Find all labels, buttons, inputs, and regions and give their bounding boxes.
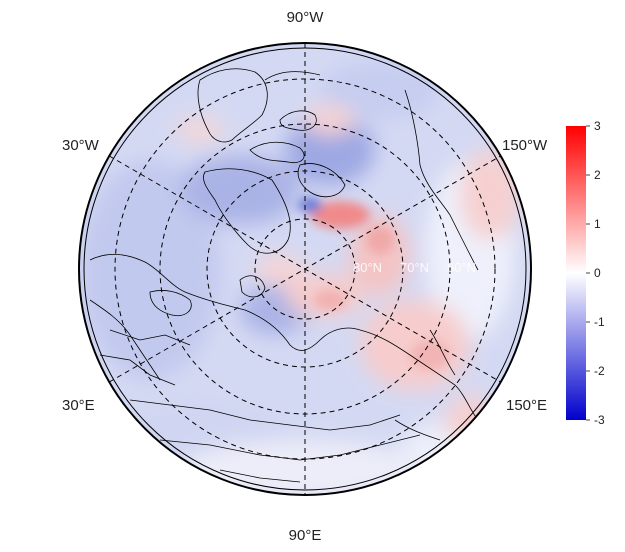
meridian-150 xyxy=(109,155,501,383)
colorbar-gradient xyxy=(566,126,586,420)
colorbar-ticks: 3 2 1 0 -1 -2 -3 xyxy=(586,119,605,427)
colorbar-tick-label: 1 xyxy=(594,217,601,231)
lon-label-bottom: 90°E xyxy=(289,527,322,544)
coastlines xyxy=(89,68,479,483)
lon-label-upper-left: 30°W xyxy=(62,137,100,154)
lat-label-70n: 70°N xyxy=(400,260,429,275)
lon-label-lower-left: 30°E xyxy=(62,397,95,414)
lat-label-80n: 80°N xyxy=(353,260,382,275)
colorbar: 3 2 1 0 -1 -2 -3 xyxy=(566,119,605,427)
map-boundary xyxy=(78,42,532,496)
colorbar-tick-label: 2 xyxy=(594,168,601,182)
colorbar-tick-label: -2 xyxy=(594,364,605,378)
colorbar-tick-label: -3 xyxy=(594,413,605,427)
map-inner-boundary xyxy=(83,47,527,491)
lon-label-upper-right: 150°W xyxy=(502,137,548,154)
graticule xyxy=(109,43,501,495)
lat-label-60n: 60°N xyxy=(447,260,476,275)
colorbar-tick-label: -1 xyxy=(594,315,605,329)
colorbar-tick-label: 3 xyxy=(594,119,601,133)
lon-label-lower-right: 150°E xyxy=(506,397,547,414)
colorbar-tick-label: 0 xyxy=(594,266,601,280)
lon-label-top: 90°W xyxy=(287,9,325,26)
